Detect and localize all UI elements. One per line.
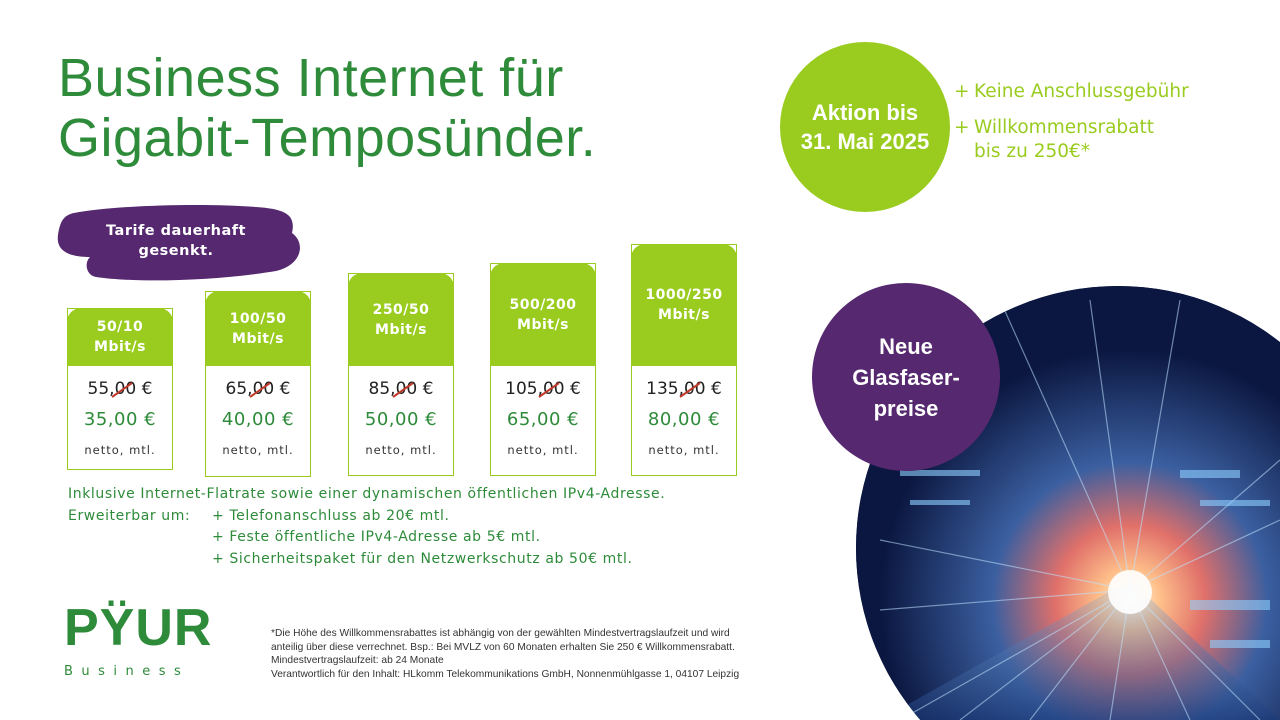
tariff-old-price: 105,00 €: [505, 378, 581, 400]
tariff-speed-line1: 250/50: [372, 301, 430, 318]
tariff-card: 500/200 Mbit/s 105,00 € 65,00 € netto, m…: [490, 263, 596, 476]
tariff-speed-line2: Mbit/s: [375, 321, 427, 338]
strikethrough-icon: [538, 382, 560, 398]
tariff-prices: 135,00 € 80,00 € netto, mtl.: [632, 366, 736, 475]
tariff-new-price: 40,00 €: [221, 409, 295, 430]
promo-item: + Keine Anschlussgebühr: [954, 80, 1189, 104]
tariff-old-price-text: 135,00 €: [646, 379, 722, 399]
footnote: *Die Höhe des Willkommensrabattes ist ab…: [271, 627, 739, 681]
tariff-note: netto, mtl.: [648, 443, 720, 457]
tariff-note: netto, mtl.: [84, 443, 156, 457]
tariff-old-price-text: 105,00 €: [505, 379, 581, 399]
tariff-speed-line1: 100/50: [229, 310, 287, 327]
footnote-line: anteilig über diese verrechnet. Bsp.: Be…: [271, 641, 735, 653]
info-line1: Inklusive Internet-Flatrate sowie einer …: [68, 486, 666, 502]
glasfaser-line2: Glasfaser-: [852, 364, 960, 390]
tariff-card: 100/50 Mbit/s 65,00 € 40,00 € netto, mtl…: [205, 291, 311, 477]
badge-line2: gesenkt.: [138, 243, 214, 259]
headline-line1: Business Internet für: [58, 48, 564, 108]
tariff-speed-line1: 500/200: [509, 296, 577, 313]
extensions: Erweiterbar um: + Telefonanschluss ab 20…: [68, 506, 665, 571]
tariff-speed: 50/10 Mbit/s: [67, 308, 173, 366]
footnote-line: *Die Höhe des Willkommensrabattes ist ab…: [271, 628, 730, 639]
tariff-old-price: 135,00 €: [646, 378, 722, 400]
tariff-old-price: 55,00 €: [88, 378, 153, 400]
glasfaser-circle: Neue Glasfaser- preise: [812, 283, 1000, 471]
info-text: Inklusive Internet-Flatrate sowie einer …: [68, 484, 665, 570]
tariff-prices: 85,00 € 50,00 € netto, mtl.: [349, 366, 453, 475]
tariff-prices: 65,00 € 40,00 € netto, mtl.: [206, 366, 310, 476]
tariff-speed-line2: Mbit/s: [94, 339, 146, 355]
tariff-speed: 100/50 Mbit/s: [205, 291, 311, 366]
headline: Business Internet für Gigabit-Temposünde…: [58, 48, 596, 168]
strikethrough-icon: [248, 382, 271, 398]
tariff-speed-line2: Mbit/s: [517, 316, 569, 333]
plus-icon: +: [954, 117, 970, 138]
tariff-speed: 500/200 Mbit/s: [490, 263, 596, 366]
extension-item: + Telefonanschluss ab 20€ mtl.: [212, 507, 450, 524]
glasfaser-line1: Neue: [879, 333, 933, 359]
tariff-old-price-text: 55,00 €: [87, 379, 153, 399]
promo-list: + Keine Anschlussgebühr + Willkommensrab…: [954, 80, 1189, 176]
tariff-speed-line1: 1000/250: [645, 287, 723, 303]
promo-circle: Aktion bis 31. Mai 2025: [780, 42, 950, 212]
tariff-speed: 250/50 Mbit/s: [348, 273, 454, 366]
extension-item: + Sicherheitspaket für den Netzwerkschut…: [212, 550, 633, 567]
pyur-logo-subtitle: Business: [64, 664, 190, 679]
promo-circle-line2: 31. Mai 2025: [800, 129, 930, 154]
tariff-note: netto, mtl.: [365, 443, 437, 457]
footnote-line: Verantwortlich für den Inhalt: HLkomm Te…: [271, 668, 740, 680]
tariff-old-price-text: 65,00 €: [225, 379, 291, 399]
tariff-note: netto, mtl.: [222, 443, 294, 457]
tariff-speed-line2: Mbit/s: [658, 307, 710, 323]
tariff-new-price: 35,00 €: [83, 409, 157, 430]
tariff-old-price-text: 85,00 €: [368, 379, 434, 399]
strikethrough-icon: [110, 382, 133, 398]
strikethrough-icon: [679, 382, 701, 398]
promo-item-text: Keine Anschlussgebühr: [974, 81, 1189, 102]
tariff-card: 50/10 Mbit/s 55,00 € 35,00 € netto, mtl.: [67, 308, 173, 470]
tariff-old-price: 65,00 €: [226, 378, 291, 400]
tariff-new-price: 50,00 €: [364, 409, 438, 430]
headline-line2: Gigabit-Temposünder.: [58, 108, 597, 168]
tariff-new-price: 65,00 €: [506, 409, 580, 430]
tariff-card: 1000/250 Mbit/s 135,00 € 80,00 € netto, …: [631, 244, 737, 476]
plus-icon: +: [954, 81, 970, 102]
tariff-old-price: 85,00 €: [369, 378, 434, 400]
glasfaser-line3: preise: [873, 395, 939, 421]
promo-item-text: Willkommensrabatt bis zu 250€*: [974, 117, 1154, 162]
pyur-logo: PŸUR: [64, 599, 213, 657]
tariff-prices: 55,00 € 35,00 € netto, mtl.: [68, 366, 172, 469]
tariff-card: 250/50 Mbit/s 85,00 € 50,00 € netto, mtl…: [348, 273, 454, 476]
footnote-line: Mindestvertragslaufzeit: ab 24 Monate: [271, 655, 444, 666]
tariff-speed-line1: 50/10: [96, 319, 144, 335]
tariff-speed: 1000/250 Mbit/s: [631, 244, 737, 366]
promo-circle-line1: Aktion bis: [811, 100, 919, 125]
extensions-label: Erweiterbar um:: [68, 507, 191, 524]
extension-item: + Feste öffentliche IPv4-Adresse ab 5€ m…: [212, 529, 541, 545]
extensions-list: + Telefonanschluss ab 20€ mtl. + Feste ö…: [212, 506, 633, 571]
badge: Tarife dauerhaft gesenkt.: [76, 221, 276, 261]
badge-shape: [57, 205, 300, 281]
promo-item: + Willkommensrabatt bis zu 250€*: [954, 116, 1189, 164]
badge-line1: Tarife dauerhaft: [106, 223, 246, 239]
tariff-prices: 105,00 € 65,00 € netto, mtl.: [491, 366, 595, 475]
tariff-note: netto, mtl.: [507, 443, 579, 457]
tariff-speed-line2: Mbit/s: [232, 330, 284, 347]
strikethrough-icon: [391, 382, 414, 398]
tariff-new-price: 80,00 €: [647, 409, 721, 430]
